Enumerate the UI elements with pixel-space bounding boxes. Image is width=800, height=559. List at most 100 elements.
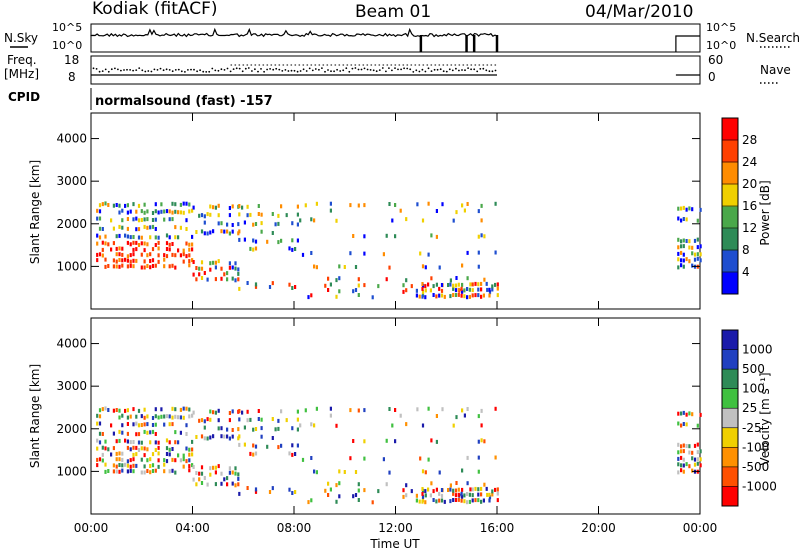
- nave-dot: [467, 67, 469, 69]
- velocity-cell: [466, 407, 469, 411]
- power-cell: [154, 202, 157, 207]
- power-cell: [174, 225, 177, 230]
- power-cell: [132, 217, 135, 222]
- colorbar-swatch: [722, 162, 738, 185]
- colorbar-tick-label: 25: [742, 401, 757, 415]
- power-cell: [343, 265, 346, 269]
- velocity-cell: [101, 458, 104, 463]
- power-cell: [132, 252, 135, 257]
- power-cell: [438, 293, 441, 298]
- nave-dot: [348, 70, 351, 73]
- power-cell: [688, 206, 691, 211]
- power-cell: [118, 258, 121, 262]
- velocity-cell: [98, 440, 102, 445]
- velocity-cell: [685, 412, 688, 417]
- colorbar-tick-label: 4: [742, 265, 750, 279]
- velocity-cell: [329, 413, 332, 418]
- power-cell: [195, 230, 198, 234]
- nave-dot: [165, 68, 168, 71]
- nave-tick-top: 60: [708, 53, 723, 67]
- power-cell: [171, 201, 174, 206]
- velocity-cell: [443, 499, 446, 504]
- nave-dot: [385, 70, 387, 73]
- power-cell: [291, 286, 294, 290]
- power-cell: [685, 217, 688, 222]
- nave-dot: [442, 70, 445, 73]
- power-cell: [246, 281, 249, 285]
- colorbar-tick-label: 100: [742, 382, 765, 396]
- velocity-cell: [209, 409, 212, 414]
- velocity-cell: [421, 491, 424, 496]
- power-cell: [405, 288, 408, 293]
- velocity-cell: [477, 439, 480, 444]
- power-cell: [121, 246, 124, 251]
- velocity-cell: [254, 487, 258, 492]
- power-cell: [157, 259, 160, 264]
- power-cell: [237, 271, 240, 276]
- nave-dot: [187, 69, 189, 71]
- colorbar-tick-label: 20: [742, 177, 757, 191]
- power-cell: [285, 213, 288, 218]
- power-cell: [231, 204, 234, 209]
- power-cell: [154, 227, 157, 231]
- power-cell: [454, 293, 458, 297]
- power-cell: [223, 229, 226, 234]
- power-cell: [260, 212, 263, 217]
- power-cell: [338, 264, 341, 269]
- power-cell: [677, 251, 680, 256]
- nave-dot: [138, 67, 141, 69]
- velocity-cell: [430, 438, 433, 443]
- velocity-cell: [685, 422, 688, 427]
- power-cell: [452, 218, 455, 223]
- nave-dot: [409, 68, 412, 71]
- power-cell: [212, 260, 215, 265]
- velocity-colorbar-label: Velocity [m s⁻¹]: [758, 372, 772, 465]
- power-cell: [307, 295, 310, 300]
- velocity-cell: [394, 408, 397, 412]
- power-cell: [291, 238, 294, 243]
- velocity-cell: [452, 423, 455, 428]
- power-cell: [488, 287, 491, 292]
- power-cell: [685, 239, 688, 243]
- power-cell: [126, 240, 129, 245]
- velocity-cell: [203, 419, 206, 424]
- power-cell: [231, 223, 234, 227]
- velocity-cell: [405, 483, 408, 488]
- nave-dot: [244, 67, 247, 70]
- power-cell: [115, 264, 118, 269]
- power-cell: [182, 252, 185, 257]
- velocity-cell: [680, 444, 683, 449]
- velocity-cell: [291, 491, 294, 495]
- x-tick-labels: 00:00 04:00 08:00 12:00 16:00 20:00 00:00: [74, 521, 718, 535]
- colorbar-tick-label: -100: [742, 440, 769, 454]
- velocity-cell: [363, 456, 366, 461]
- power-cell: [214, 277, 217, 282]
- velocity-cell: [291, 426, 294, 431]
- power-cell: [357, 283, 360, 288]
- nave-dot: [211, 67, 214, 70]
- velocity-cell: [480, 492, 483, 497]
- velocity-cell: [154, 422, 157, 427]
- nave-dot: [251, 70, 253, 72]
- power-cell: [477, 287, 480, 292]
- colorbar-swatch: [722, 447, 738, 468]
- nave-dot: [418, 70, 421, 73]
- power-cell: [143, 224, 146, 229]
- power-cell: [146, 225, 149, 230]
- power-cell: [410, 284, 413, 289]
- nave-dot: [199, 69, 202, 72]
- power-cell: [301, 252, 305, 257]
- velocity-cell: [168, 422, 171, 427]
- nave-dot: [296, 70, 299, 73]
- power-cell: [432, 293, 435, 297]
- nave-dot: [269, 68, 271, 70]
- velocity-cell: [226, 427, 229, 432]
- nave-dot: [229, 70, 232, 73]
- power-cell: [457, 287, 460, 292]
- nave-dot: [235, 67, 238, 70]
- power-cell: [313, 218, 316, 223]
- x-tick-label: 12:00: [378, 521, 413, 535]
- power-cell: [129, 242, 132, 247]
- power-cell: [129, 253, 132, 258]
- velocity-cell: [377, 489, 380, 494]
